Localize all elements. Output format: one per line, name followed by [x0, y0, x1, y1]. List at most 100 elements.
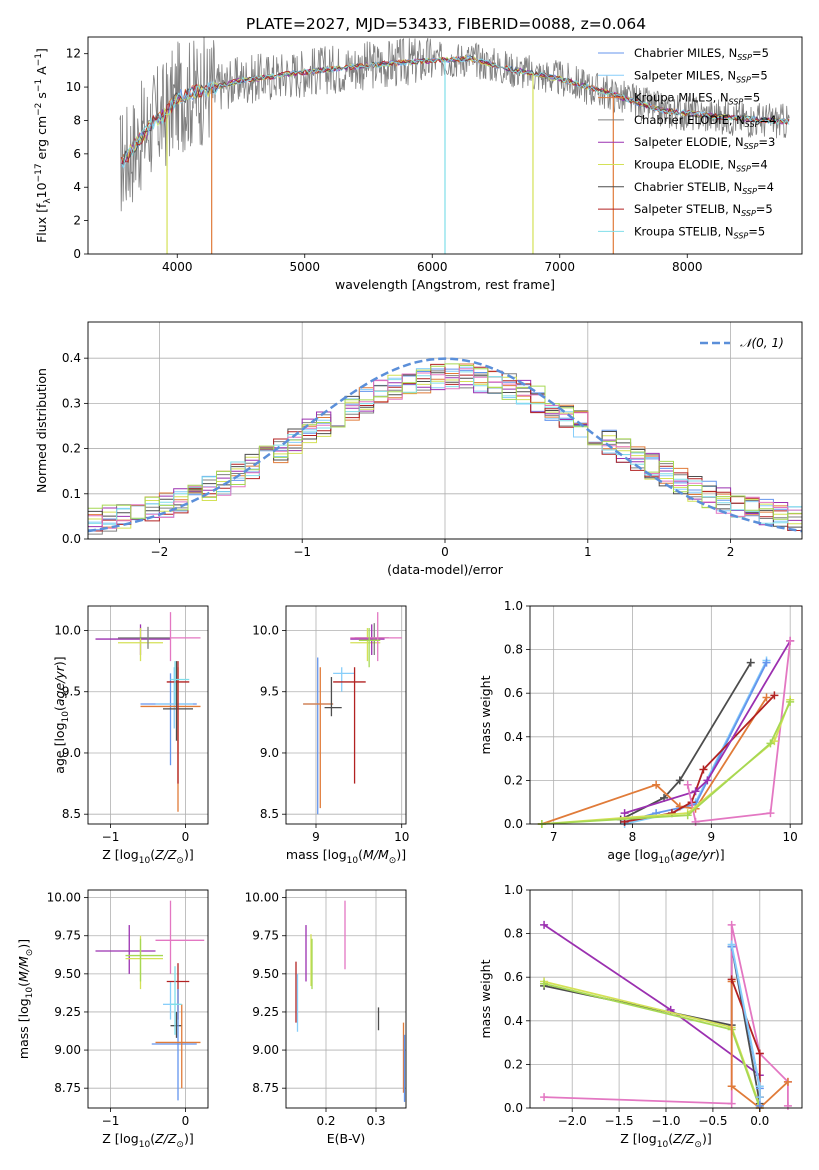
weight-marker: [699, 765, 708, 774]
y-axis-label: mass weight: [478, 675, 493, 754]
legend-label: Chabrier STELIB, NSSP=4: [634, 180, 774, 196]
legend-item: Chabrier STELIB, NSSP=4: [598, 180, 774, 196]
weight-marker: [727, 920, 736, 929]
spectrum-model-line: [120, 56, 790, 166]
x-axis-label: age [log10(age/yr)]: [607, 847, 724, 866]
x-axis-label: Z [log10(Z/Z⊙)]: [620, 1131, 711, 1150]
x-tick-label: −1: [293, 545, 311, 559]
y-tick-label: 6: [73, 147, 81, 161]
x-tick-label: −2: [151, 545, 169, 559]
weight-marker: [691, 787, 700, 796]
error-bar-point: [170, 966, 182, 1035]
spectrum-model-line: [120, 56, 790, 166]
weight-marker: [540, 920, 549, 929]
error-bar-point: [303, 667, 334, 809]
error-bar-point: [350, 628, 381, 662]
legend-label: Chabrier MILES, NSSP=5: [634, 46, 769, 62]
x-axis-label: wavelength [Angstrom, rest frame]: [335, 277, 555, 292]
z-age-plot-area: [95, 612, 201, 812]
x-tick-label: 9: [312, 830, 320, 844]
x-tick-label: 9: [708, 830, 716, 844]
y-tick-label: 9.25: [54, 1005, 81, 1019]
y-tick-label: 0.0: [504, 1101, 523, 1115]
x-tick-label: 10: [394, 830, 409, 844]
y-tick-label: 1.0: [504, 883, 523, 897]
weight-marker: [683, 780, 692, 789]
y-tick-label: 0.4: [504, 1014, 523, 1028]
spectrum-plot-area: [119, 37, 790, 254]
weight-marker: [727, 940, 736, 949]
weight-series-line: [541, 701, 792, 825]
y-axis-label: age [log10(age/yr)]: [52, 656, 71, 773]
y-tick-label: 0.8: [504, 643, 523, 657]
x-tick-label: 7000: [544, 260, 575, 274]
y-tick-label: 0.8: [504, 927, 523, 941]
y-tick-label: 9.0: [260, 746, 279, 760]
x-tick-label: 5000: [289, 260, 320, 274]
x-tick-label: 0.0: [750, 1114, 769, 1128]
y-axis-label: Normed distribution: [34, 368, 49, 493]
weight-series-line: [620, 662, 752, 821]
weight-marker: [783, 1077, 792, 1086]
error-bar-point: [358, 628, 381, 668]
weight-marker: [786, 636, 795, 645]
weight-marker: [620, 809, 629, 818]
z-age-frame: [87, 605, 209, 825]
legend-item: Salpeter STELIB, NSSP=5: [598, 202, 773, 218]
error-bar-point: [155, 900, 205, 974]
error-bar-point: [95, 624, 171, 655]
y-axis-label: Flux [fλ10−17 erg cm−2 s−1 A−1]: [34, 48, 53, 243]
weight-marker: [727, 1082, 736, 1091]
x-axis-label: E(B-V): [327, 1131, 366, 1146]
weight-marker: [755, 1082, 764, 1091]
x-tick-label: 2: [727, 545, 735, 559]
weight-series-line: [543, 924, 761, 1077]
legend-item: Chabrier MILES, NSSP=5: [598, 46, 769, 62]
spectrum-panel: 4000 5000 6000 7000 8000 0 2 4 6 8 10 12 wavelength …: [34, 36, 803, 292]
x-axis-label: mass [log10(M/M⊙)]: [286, 847, 406, 866]
x-axis-label: Z [log10(Z/Z⊙)]: [102, 1131, 193, 1150]
y-tick-label: 10: [66, 80, 81, 94]
legend-label: Kroupa MILES, NSSP=5: [634, 91, 760, 107]
weight-marker: [540, 979, 549, 988]
residuals-panel: −2 −1 0 1 2 0.0 0.1 0.2 0.3 0.4 𝒩(0, 1) (data-model…: [34, 321, 803, 577]
z-mass-panel: −1 0 8.75 9.00 9.25 9.50 9.75 10.00 Z [log10(Z/Z…: [16, 889, 209, 1150]
weight-marker: [652, 780, 661, 789]
weight-marker: [727, 1099, 736, 1108]
legend-item: Salpeter ELODIE, NSSP=3: [598, 135, 775, 151]
y-tick-label: 8.75: [252, 1081, 279, 1095]
error-bar-point: [125, 938, 163, 982]
z-mass-plot-area: [95, 900, 205, 1101]
y-tick-label: 10.0: [54, 623, 81, 637]
residuals-plot-area: [88, 357, 802, 535]
y-tick-label: 0.1: [62, 487, 81, 501]
error-bar-point: [118, 626, 171, 649]
legend-item: Salpeter MILES, NSSP=5: [598, 68, 768, 84]
legend-label: Salpeter MILES, NSSP=5: [634, 68, 768, 84]
z-weight-panel: −2.0 −1.5 −1.0 −0.5 0.0 0.0 0.2 0.4 0.6 0.8 1.0 Z […: [478, 883, 803, 1150]
y-tick-label: 9.5: [260, 685, 279, 699]
ebv-mass-panel: 0.2 0.3 8.75 9.00 9.25 9.50 9.75 10.00 E(B-V): [245, 889, 407, 1146]
weight-marker: [786, 697, 795, 706]
y-tick-label: 9.00: [252, 1043, 279, 1057]
weight-marker: [727, 975, 736, 984]
mass-age-plot-area: [303, 612, 402, 815]
y-tick-label: 4: [73, 180, 81, 194]
y-tick-label: 1.0: [504, 599, 523, 613]
y-tick-label: 12: [66, 47, 81, 61]
weight-marker: [783, 1101, 792, 1110]
y-tick-label: 9.0: [62, 746, 81, 760]
error-bar-point: [333, 667, 366, 784]
y-tick-label: 8.75: [54, 1081, 81, 1095]
y-tick-label: 8.5: [62, 807, 81, 821]
weight-series-line: [624, 662, 768, 823]
y-tick-label: 9.75: [252, 929, 279, 943]
y-tick-label: 9.25: [252, 1005, 279, 1019]
y-tick-label: 0.4: [62, 351, 81, 365]
y-tick-label: 9.75: [54, 929, 81, 943]
legend-label: Salpeter STELIB, NSSP=5: [634, 202, 773, 218]
y-tick-label: 0.0: [504, 817, 523, 831]
weight-marker: [746, 658, 755, 667]
legend-label: Kroupa STELIB, NSSP=5: [634, 224, 765, 240]
ebv-mass-plot-area: [295, 900, 406, 1102]
